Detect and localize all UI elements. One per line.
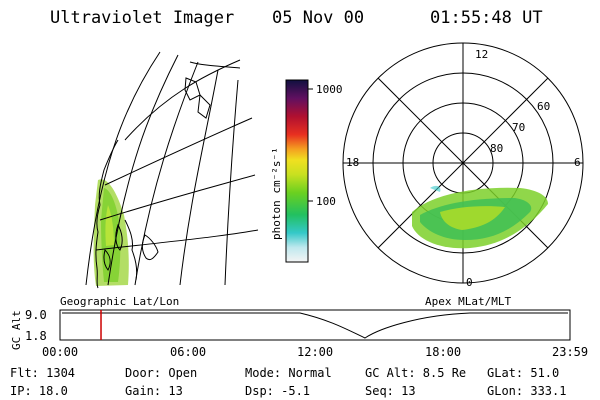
- x-tick-1200: 12:00: [297, 345, 334, 359]
- mlat-label-60: 60: [537, 100, 550, 113]
- gain-value: Gain: 13: [125, 384, 183, 398]
- colorbar-tick-1000: 1000: [316, 83, 343, 96]
- time-label: 01:55:48 UT: [430, 8, 543, 28]
- dsp-value: Dsp: -5.1: [245, 384, 311, 398]
- colorbar-tick-100: 100: [316, 195, 336, 208]
- aurora-emission-geo: [93, 179, 129, 286]
- ip-value: IP: 18.0: [10, 384, 68, 398]
- flight-number: Flt: 1304: [10, 366, 76, 380]
- colorbar-unit-label: photon cm⁻²s⁻¹: [270, 147, 283, 240]
- y-tick-1-8: 1.8: [25, 329, 47, 343]
- y-tick-9: 9.0: [25, 308, 47, 322]
- x-tick-2359: 23:59: [552, 345, 589, 359]
- mlat-label-80: 80: [490, 142, 503, 155]
- date-label: 05 Nov 00: [272, 8, 365, 28]
- geo-panel-label: Geographic Lat/Lon: [60, 295, 179, 308]
- seq-value: Seq: 13: [365, 384, 416, 398]
- mlat-label-70: 70: [512, 121, 525, 134]
- mlt-label-0: 0: [466, 276, 473, 289]
- instrument-title: Ultraviolet Imager: [50, 8, 235, 28]
- aurora-emission-apex: [412, 185, 548, 249]
- mlt-label-18: 18: [346, 156, 359, 169]
- colorbar: 1000 100 photon cm⁻²s⁻¹: [270, 79, 343, 263]
- geographic-map: [85, 51, 259, 289]
- mlt-label-6: 6: [574, 156, 581, 169]
- gc-alt-axis-label: GC Alt: [10, 310, 23, 350]
- apex-panel-label: Apex MLat/MLT: [425, 295, 511, 308]
- mlt-label-12: 12: [475, 48, 488, 61]
- polar-plot: [342, 42, 584, 284]
- x-tick-0600: 06:00: [170, 345, 207, 359]
- gc-altitude-curve: [62, 312, 568, 339]
- x-tick-0000: 00:00: [42, 345, 79, 359]
- gc-alt-value: GC Alt: 8.5 Re: [365, 366, 467, 380]
- colorbar-gradient: [285, 79, 309, 263]
- glon-value: GLon: 333.1: [487, 384, 567, 398]
- x-tick-1800: 18:00: [425, 345, 462, 359]
- door-status: Door: Open: [125, 366, 198, 380]
- timeline-plot: [59, 309, 571, 341]
- mode-value: Mode: Normal: [245, 366, 332, 380]
- glat-value: GLat: 51.0: [487, 366, 560, 380]
